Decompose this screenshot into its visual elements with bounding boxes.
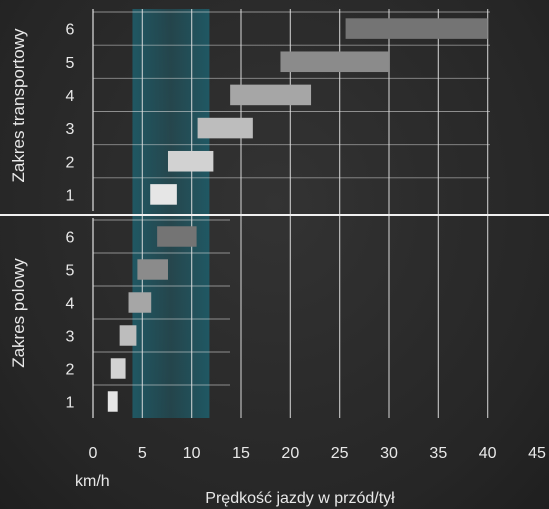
gear-label: 4 [66,296,75,313]
x-tick-label: 0 [89,445,98,462]
gear-bar [345,18,488,39]
gear-label: 4 [66,88,75,105]
x-tick-label: 20 [281,445,299,462]
x-tick-label: 10 [183,445,201,462]
gear-bar [110,358,126,379]
gear-label: 6 [66,230,75,247]
grid-layer [0,9,549,418]
group-title: Zakres transportowy [9,28,28,182]
gear-bar [119,325,137,346]
x-unit-label: km/h [75,473,110,490]
highlight-band-layer [132,9,210,418]
x-tick-label: 15 [232,445,250,462]
gear-label: 3 [66,121,75,138]
gear-bar [137,259,168,280]
group-title: Zakres polowy [9,258,28,368]
x-axis-title: Prędkość jazdy w przód/tył [205,490,395,507]
gear-bar [280,51,389,73]
gear-bar [107,391,118,412]
gear-bar [157,226,197,247]
gear-label: 2 [66,154,75,171]
x-tick-label: 40 [479,445,497,462]
x-tick-label: 25 [331,445,349,462]
highlight-band [132,9,210,418]
gear-bar [150,184,177,205]
gear-bar [197,117,253,139]
gear-label: 1 [66,187,75,204]
x-tick-label: 35 [429,445,447,462]
x-tick-label: 5 [138,445,147,462]
gear-label: 3 [66,329,75,346]
gear-label: 6 [66,22,75,39]
x-tick-label: 30 [380,445,398,462]
x-tick-label: 45 [528,445,546,462]
gear-label: 2 [66,362,75,379]
gear-bar [230,84,312,106]
gear-label: 1 [66,395,75,412]
gear-bar [128,292,152,313]
gear-label: 5 [66,55,75,72]
gear-label: 5 [66,263,75,280]
gear-bar [167,150,214,172]
bar-layer [107,18,488,412]
